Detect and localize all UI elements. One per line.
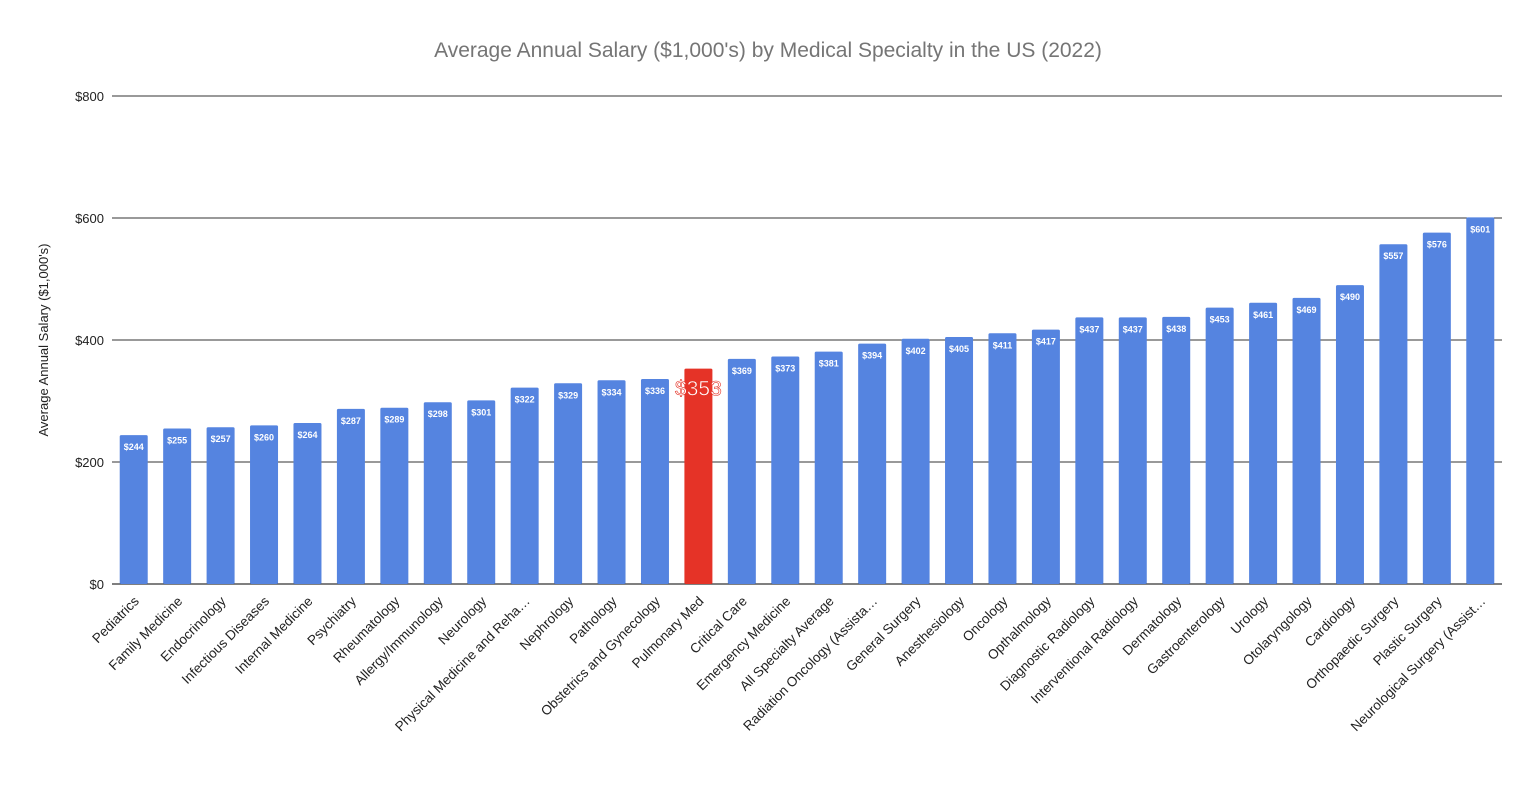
x-tick-label: Gastroenterology bbox=[1144, 593, 1228, 677]
bar-data-label: $417 bbox=[1036, 337, 1056, 347]
bar bbox=[1031, 329, 1060, 584]
bar-data-label: $244 bbox=[124, 442, 144, 452]
bar bbox=[380, 407, 409, 584]
bar bbox=[336, 408, 365, 584]
bar bbox=[1162, 316, 1191, 584]
x-tick-label: Internal Medicine bbox=[232, 594, 315, 677]
bar-data-label: $411 bbox=[993, 340, 1013, 350]
y-tick-label: $600 bbox=[75, 211, 104, 226]
bar bbox=[814, 351, 843, 584]
bar bbox=[1075, 317, 1104, 584]
bar-data-label: $289 bbox=[384, 415, 404, 425]
bar-data-label: $576 bbox=[1427, 240, 1447, 250]
bar-data-label: $287 bbox=[341, 416, 361, 426]
y-tick-label: $0 bbox=[90, 577, 104, 592]
bar-data-label: $353 bbox=[675, 378, 722, 401]
bar bbox=[727, 358, 756, 584]
bar-data-label: $334 bbox=[602, 387, 622, 397]
y-tick-label: $800 bbox=[75, 89, 104, 104]
y-axis-label: Average Annual Salary ($1,000's) bbox=[36, 243, 51, 436]
bar-data-label: $369 bbox=[732, 366, 752, 376]
y-tick-label: $200 bbox=[75, 455, 104, 470]
bar bbox=[423, 402, 452, 584]
bar bbox=[1249, 302, 1278, 584]
bar-data-label: $438 bbox=[1166, 324, 1186, 334]
bar bbox=[1335, 285, 1364, 584]
bar bbox=[597, 380, 626, 584]
bar-data-label: $255 bbox=[167, 435, 187, 445]
bar bbox=[1292, 297, 1321, 584]
x-tick-label: General Surgery bbox=[843, 593, 924, 674]
bar bbox=[684, 368, 713, 584]
bar-data-label: $301 bbox=[471, 407, 491, 417]
chart-title: Average Annual Salary ($1,000's) by Medi… bbox=[434, 39, 1102, 62]
bar bbox=[119, 435, 148, 584]
bar-data-label: $405 bbox=[949, 344, 969, 354]
bar-data-label: $322 bbox=[515, 395, 535, 405]
bar-data-label: $601 bbox=[1470, 224, 1490, 234]
bar bbox=[163, 428, 192, 584]
bar bbox=[1379, 244, 1408, 585]
bar-data-label: $437 bbox=[1079, 324, 1099, 334]
bar-data-label: $257 bbox=[211, 434, 231, 444]
bar-data-label: $437 bbox=[1123, 324, 1143, 334]
bars bbox=[119, 217, 1495, 585]
bar-data-label: $490 bbox=[1340, 292, 1360, 302]
x-tick-label: Urology bbox=[1228, 593, 1272, 637]
bar-data-label: $453 bbox=[1210, 315, 1230, 325]
bar bbox=[293, 422, 322, 584]
bar-data-label: $381 bbox=[819, 359, 839, 369]
bar-data-label: $264 bbox=[297, 430, 317, 440]
bar-data-label: $298 bbox=[428, 409, 448, 419]
data-labels: $244 $255 $257 $260 $264 $287 $289 $298 $301 $322… bbox=[124, 224, 1491, 452]
bar bbox=[1205, 307, 1234, 584]
y-axis-ticks: $0 $200 $400 $600 $800 bbox=[75, 89, 104, 592]
bar bbox=[945, 336, 974, 584]
bar-data-label: $557 bbox=[1383, 251, 1403, 261]
bar bbox=[771, 356, 800, 584]
bar bbox=[1422, 232, 1451, 584]
x-tick-label: Family Medicine bbox=[106, 594, 186, 674]
bar-data-label: $469 bbox=[1297, 305, 1317, 315]
bar bbox=[858, 343, 887, 584]
y-tick-label: $400 bbox=[75, 333, 104, 348]
bar bbox=[206, 427, 235, 584]
bar-data-label: $329 bbox=[558, 390, 578, 400]
bar bbox=[640, 379, 669, 584]
bar bbox=[467, 400, 496, 584]
bar bbox=[554, 383, 583, 584]
bar-data-label: $373 bbox=[775, 363, 795, 373]
bar bbox=[1466, 217, 1495, 584]
bar-data-label: $402 bbox=[906, 346, 926, 356]
bar-data-label: $336 bbox=[645, 386, 665, 396]
bar bbox=[250, 425, 279, 584]
bar bbox=[988, 333, 1017, 584]
bar-data-label: $461 bbox=[1253, 310, 1273, 320]
bar bbox=[901, 338, 930, 584]
bar-data-label: $260 bbox=[254, 432, 274, 442]
bar bbox=[1118, 317, 1147, 584]
bar-data-label: $394 bbox=[862, 351, 882, 361]
bar bbox=[510, 387, 539, 584]
